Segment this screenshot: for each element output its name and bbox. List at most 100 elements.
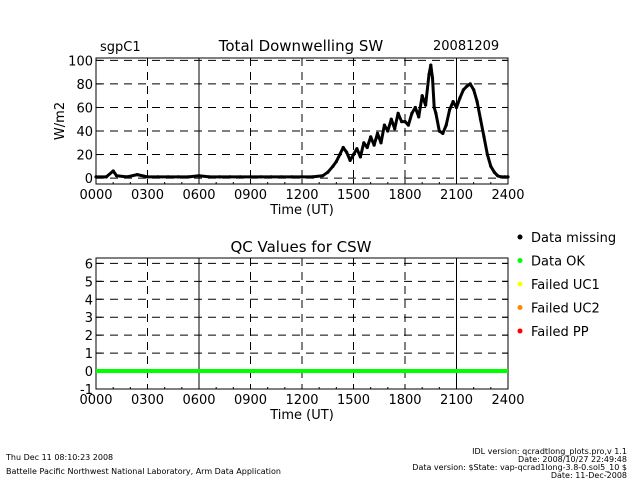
legend-marker bbox=[517, 281, 523, 287]
chart1-ytick-label: 40 bbox=[76, 125, 93, 140]
chart1-point bbox=[396, 111, 400, 115]
chart1-point bbox=[458, 96, 462, 100]
chart1-point bbox=[166, 175, 170, 179]
chart1-point bbox=[269, 175, 273, 179]
chart2-xtick-label: 0600 bbox=[182, 393, 215, 408]
legend-label: Data OK bbox=[531, 255, 585, 270]
chart1-point bbox=[417, 115, 421, 119]
chart1-point bbox=[406, 123, 410, 127]
chart1-point bbox=[365, 145, 369, 150]
chart1-point bbox=[482, 135, 486, 139]
legend-label: Data missing bbox=[531, 231, 616, 246]
chart1-point bbox=[331, 164, 335, 168]
chart1-point bbox=[403, 120, 407, 124]
chart1-xtick-label: 0600 bbox=[182, 188, 215, 203]
chart2-ytick-label: 3 bbox=[85, 311, 93, 326]
chart1-point bbox=[111, 169, 115, 173]
chart1-point bbox=[386, 129, 390, 133]
chart2-xtick-label: 0900 bbox=[234, 393, 267, 408]
chart1-point bbox=[300, 175, 304, 179]
chart2-xlabel: Time (UT) bbox=[269, 408, 334, 423]
chart1-point bbox=[379, 141, 383, 145]
chart1-point bbox=[369, 135, 373, 139]
chart1-point bbox=[410, 111, 414, 115]
chart1-point bbox=[499, 175, 503, 179]
chart1-point bbox=[321, 174, 325, 178]
chart1-xtick-label: 0000 bbox=[79, 188, 112, 203]
legend-label: Failed UC2 bbox=[531, 302, 600, 317]
chart1-point bbox=[326, 170, 330, 174]
chart1-point bbox=[475, 100, 479, 104]
legend-marker bbox=[517, 305, 523, 310]
chart1-point bbox=[427, 72, 431, 77]
chart1-point bbox=[432, 105, 436, 110]
chart1-point bbox=[135, 173, 139, 177]
footer-idl-date: Date: 2008/10/27 22:49:48 bbox=[518, 455, 627, 464]
chart1-point bbox=[145, 175, 150, 179]
chart1-point bbox=[345, 150, 349, 154]
chart1-point bbox=[444, 123, 448, 127]
chart1-point bbox=[310, 175, 314, 179]
chart1-point bbox=[434, 111, 438, 115]
chart1-point bbox=[389, 117, 393, 121]
chart1-point bbox=[176, 175, 180, 179]
chart2-ytick-label: 1 bbox=[85, 347, 93, 362]
chart1-point bbox=[393, 127, 397, 131]
chart1-point bbox=[485, 153, 489, 157]
chart2-title: QC Values for CSW bbox=[230, 238, 371, 256]
chart1-ytick-label: 20 bbox=[76, 149, 93, 164]
chart2-xtick-label: 0000 bbox=[79, 393, 112, 408]
chart1-point bbox=[218, 175, 222, 179]
chart1-point bbox=[448, 108, 452, 112]
chart1-xtick-label: 0900 bbox=[234, 188, 267, 203]
chart2-xtick-label: 2100 bbox=[440, 393, 473, 408]
chart1-point bbox=[437, 129, 441, 133]
chart2-xtick-label: 0300 bbox=[131, 393, 164, 408]
footer-data-date: Date: 11-Dec-2008 bbox=[551, 471, 627, 480]
chart1-point bbox=[338, 153, 342, 157]
chart2-xtick-label: 1500 bbox=[337, 393, 370, 408]
legend-label: Failed PP bbox=[531, 325, 589, 340]
chart1-point bbox=[465, 84, 469, 88]
chart1-point bbox=[341, 145, 345, 150]
chart2-ytick-label: 5 bbox=[85, 275, 93, 290]
chart1-point bbox=[355, 147, 359, 151]
footer-org: Battelle Pacific Northwest National Labo… bbox=[6, 467, 281, 476]
chart1-xtick-label: 1800 bbox=[388, 188, 421, 203]
chart1-ytick-label: 60 bbox=[76, 101, 93, 116]
chart1-point bbox=[228, 175, 232, 179]
chart1-point bbox=[358, 155, 362, 159]
chart1-ytick-label: 100 bbox=[68, 54, 93, 69]
chart1-point bbox=[104, 175, 108, 179]
chart1-point bbox=[430, 76, 435, 80]
site-label: sgpC1 bbox=[100, 40, 141, 55]
chart1-ylabel: W/m2 bbox=[53, 102, 68, 140]
chart1-point bbox=[351, 153, 356, 157]
chart1-point bbox=[478, 117, 483, 121]
chart1-title: Total Downwelling SW bbox=[218, 37, 384, 55]
chart1-point bbox=[420, 94, 424, 98]
chart1-point bbox=[400, 120, 404, 124]
chart1-point bbox=[207, 175, 211, 179]
chart1-point bbox=[382, 123, 386, 127]
chart1-point bbox=[472, 88, 476, 92]
chart2-ytick-label: 0 bbox=[85, 365, 93, 380]
footer-timestamp: Thu Dec 11 08:10:23 2008 bbox=[5, 453, 113, 462]
chart1-point bbox=[468, 82, 472, 86]
chart1-point bbox=[125, 175, 129, 179]
chart1-point bbox=[461, 88, 465, 92]
chart1-point bbox=[115, 174, 119, 178]
chart1-point bbox=[187, 175, 191, 179]
chart2-ytick-label: 2 bbox=[85, 329, 93, 344]
chart1-point bbox=[506, 175, 510, 179]
chart1-point bbox=[503, 175, 507, 179]
chart2-xtick-label: 2400 bbox=[491, 393, 524, 408]
chart2-xtick-label: 1200 bbox=[285, 393, 318, 408]
chart1-point bbox=[424, 103, 428, 107]
chart1-point bbox=[413, 105, 417, 110]
chart1-point bbox=[451, 100, 455, 104]
chart1-point bbox=[348, 158, 352, 162]
chart1-xtick-label: 1500 bbox=[337, 188, 370, 203]
